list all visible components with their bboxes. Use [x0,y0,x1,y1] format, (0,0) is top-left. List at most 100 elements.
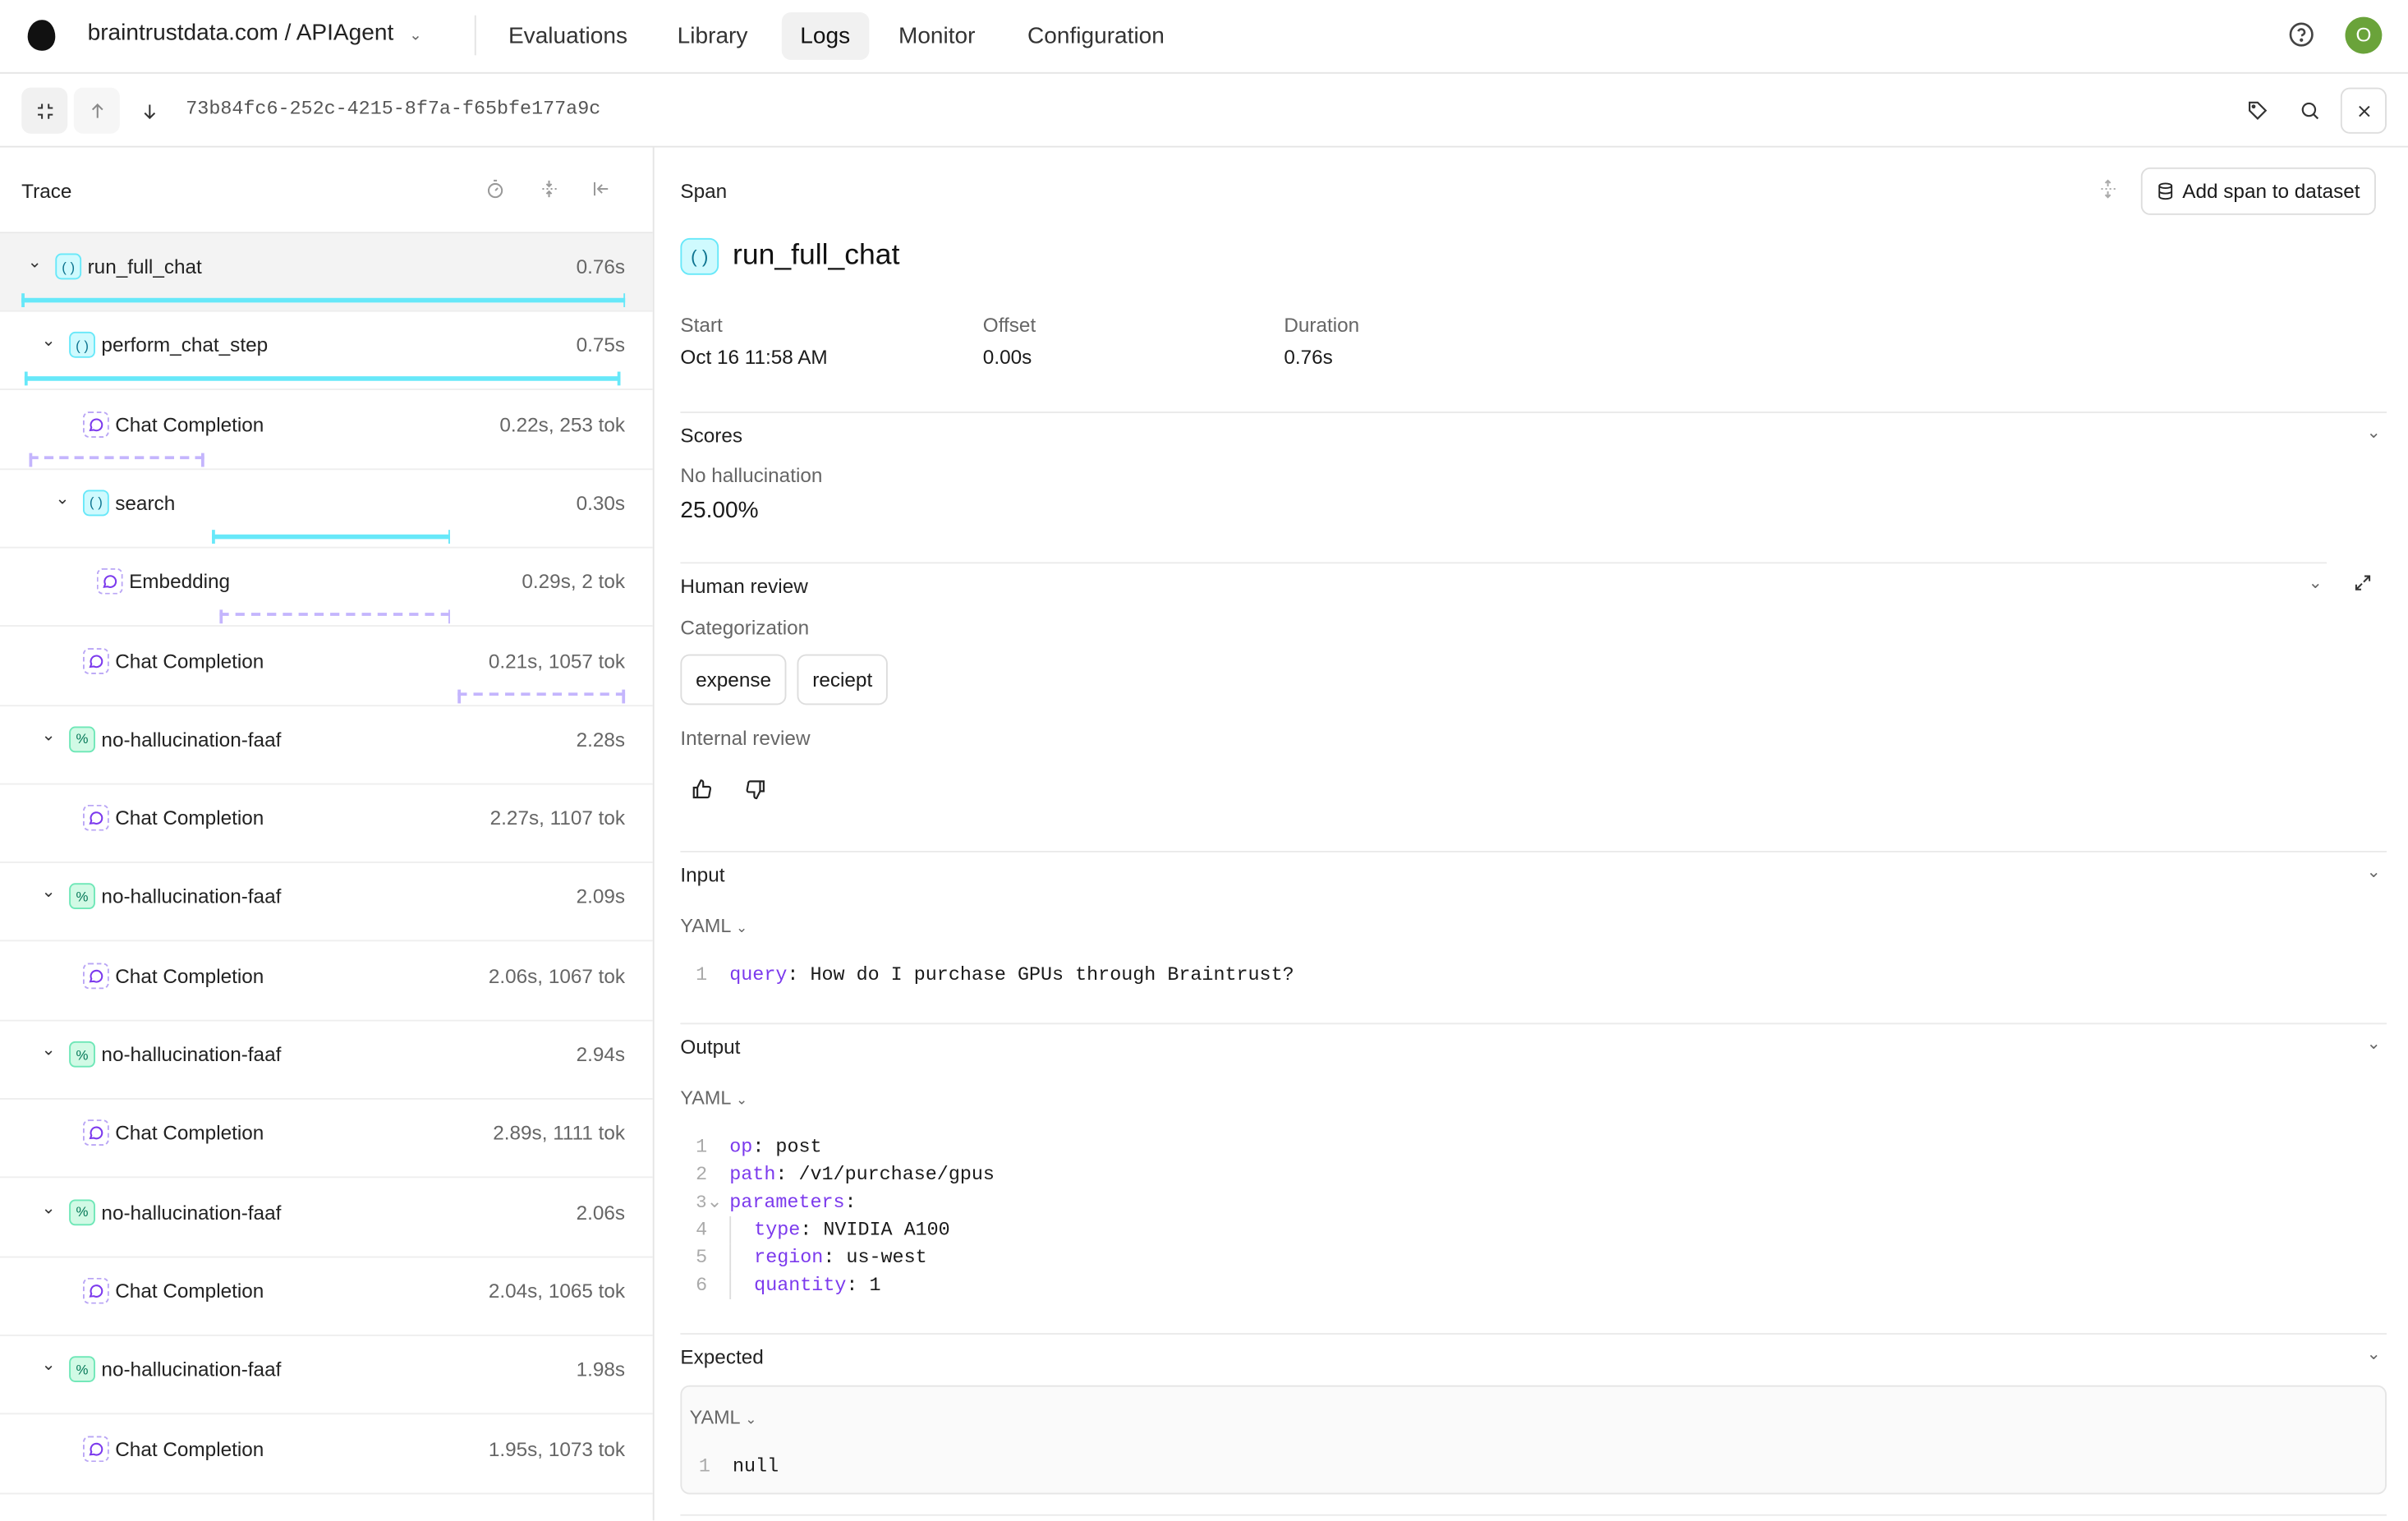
search-button[interactable] [2286,88,2332,134]
trace-row[interactable]: Chat Completion 2.89s, 1111 tok [0,1100,653,1179]
collapse-panel-icon[interactable] [591,178,611,200]
trace-row[interactable]: ⌄ ( ) run_full_chat 0.76s [0,233,653,312]
expand-vertical-icon[interactable] [2098,178,2117,200]
yaml-value: NVIDIA A100 [811,1219,950,1241]
tab-library[interactable]: Library [677,23,748,49]
trace-row[interactable]: ⌄ ( ) search 0.30s [0,470,653,549]
chat-bubble-icon [82,805,109,831]
trace-row[interactable]: ⌄% no-hallucination-faaf 1.98s [0,1336,653,1415]
chat-bubble-icon [96,568,123,595]
span-meta: 2.94s [576,1042,626,1066]
offset-label: Offset [982,313,1036,337]
next-trace-button[interactable] [126,88,172,134]
divider [680,850,2387,852]
trace-row[interactable]: Chat Completion 0.22s, 253 tok [0,391,653,470]
project-switcher[interactable]: braintrustdata.com / APIAgent ⌄ [88,20,422,46]
trace-row[interactable]: Chat Completion 2.04s, 1065 tok [0,1257,653,1336]
span-meta: 0.21s, 1057 tok [488,649,626,673]
trace-row[interactable]: ⌄% no-hallucination-faaf 2.94s [0,1022,653,1100]
start-value: Oct 16 11:58 AM [680,345,828,369]
collapse-button[interactable] [21,87,68,134]
scores-chevron-icon[interactable]: ⌄ [2366,424,2381,443]
span-meta: 2.89s, 1111 tok [493,1121,626,1145]
output-code[interactable]: 1 op: post 2 path: /v1/purchase/gpus 3⌄ param… [680,1133,995,1300]
category-chip-expense[interactable]: expense [680,654,787,705]
tab-configuration[interactable]: Configuration [1027,23,1165,49]
line-number: 3⌄ [696,1192,723,1214]
chevron-down-icon[interactable]: ⌄ [41,1356,56,1376]
expected-chevron-icon[interactable]: ⌄ [2366,1345,2381,1364]
expected-format-dropdown[interactable]: YAML ⌄ [690,1407,757,1428]
yaml-value: 1 [857,1275,881,1297]
format-label: YAML [680,1087,731,1110]
chevron-down-icon[interactable]: ⌄ [41,1198,56,1218]
close-button[interactable] [2340,87,2387,134]
project-name: braintrustdata.com / APIAgent [87,20,394,47]
chat-bubble-icon [82,1435,109,1462]
trace-row[interactable]: ⌄% no-hallucination-faaf 2.09s [0,864,653,943]
indent-guide [729,1243,754,1272]
trace-row[interactable]: Chat Completion 2.27s, 1107 tok [0,785,653,864]
span-name: no-hallucination-faaf [101,885,282,908]
expected-box[interactable]: YAML ⌄ 1 null [680,1385,2387,1495]
trace-row[interactable]: ⌄ ( ) perform_chat_step 0.75s [0,312,653,391]
trace-row[interactable]: Chat Completion 1.95s, 1073 tok [0,1415,653,1494]
span-meta: 1.95s, 1073 tok [488,1436,626,1460]
braintrust-logo[interactable] [27,20,56,51]
span-name: perform_chat_step [101,333,269,357]
chevron-down-icon: ⌄ [409,27,422,45]
chevron-down-icon[interactable]: ⌄ [41,1041,56,1060]
tab-monitor[interactable]: Monitor [898,23,976,49]
divider [680,1022,2387,1025]
top-nav: braintrustdata.com / APIAgent ⌄ Evaluati… [0,0,2408,74]
span-name: Chat Completion [115,1436,264,1460]
yaml-key: quantity [754,1275,847,1297]
score-value: 25.00% [680,497,759,524]
divider [680,411,2387,414]
chevron-down-icon[interactable]: ⌄ [55,489,70,508]
add-span-to-dataset-button[interactable]: Add span to dataset [2140,167,2376,215]
score-name: No hallucination [680,463,823,487]
help-icon[interactable] [2286,18,2316,48]
span-name: no-hallucination-faaf [101,1042,282,1066]
trace-row[interactable]: Chat Completion 2.06s, 1067 tok [0,943,653,1021]
percent-icon: % [69,1356,95,1383]
thumbs-down-icon[interactable] [745,779,766,800]
span-name: no-hallucination-faaf [101,728,282,751]
trace-id: 73b84fc6-252c-4215-8f7a-f65bfe177a9c [186,98,601,120]
close-icon [2358,104,2369,117]
span-title: run_full_chat [732,239,900,272]
yaml-value: null [732,1455,779,1477]
collapse-all-icon[interactable] [539,178,558,200]
input-chevron-icon[interactable]: ⌄ [2366,862,2381,882]
tag-button[interactable] [2235,88,2281,134]
expand-icon[interactable] [2353,573,2373,593]
internal-review-label: Internal review [680,726,811,750]
chevron-down-icon[interactable]: ⌄ [27,253,42,272]
timer-icon[interactable] [485,178,505,200]
chevron-down-icon[interactable]: ⌄ [41,726,56,745]
output-chevron-icon[interactable]: ⌄ [2366,1035,2381,1054]
output-format-dropdown[interactable]: YAML ⌄ [680,1087,747,1109]
yaml-value: post [764,1136,822,1158]
span-meta: 2.06s [576,1200,626,1224]
avatar[interactable]: O [2345,16,2383,54]
chevron-down-icon[interactable]: ⌄ [41,332,56,351]
tab-logs[interactable]: Logs [781,11,869,60]
code-line: 2 path: /v1/purchase/gpus [680,1161,995,1189]
category-chip-reciept[interactable]: reciept [797,654,888,705]
input-code[interactable]: 1 query: How do I purchase GPUs through B… [680,962,1294,990]
trace-row[interactable]: Embedding 0.29s, 2 tok [0,549,653,627]
trace-row[interactable]: ⌄% no-hallucination-faaf 2.06s [0,1179,653,1257]
trace-row[interactable]: ⌄% no-hallucination-faaf 2.28s [0,706,653,785]
previous-trace-button[interactable] [73,87,120,134]
line-number: 4 [696,1219,708,1241]
tab-evaluations[interactable]: Evaluations [508,23,628,49]
chevron-down-icon: ⌄ [735,920,748,935]
thumbs-up-icon[interactable] [692,779,713,800]
input-format-dropdown[interactable]: YAML ⌄ [680,916,747,937]
chat-bubble-icon [82,411,109,438]
chevron-down-icon[interactable]: ⌄ [41,883,56,903]
trace-row[interactable]: Chat Completion 0.21s, 1057 tok [0,627,653,706]
human-review-chevron-icon[interactable]: ⌄ [2308,574,2323,593]
